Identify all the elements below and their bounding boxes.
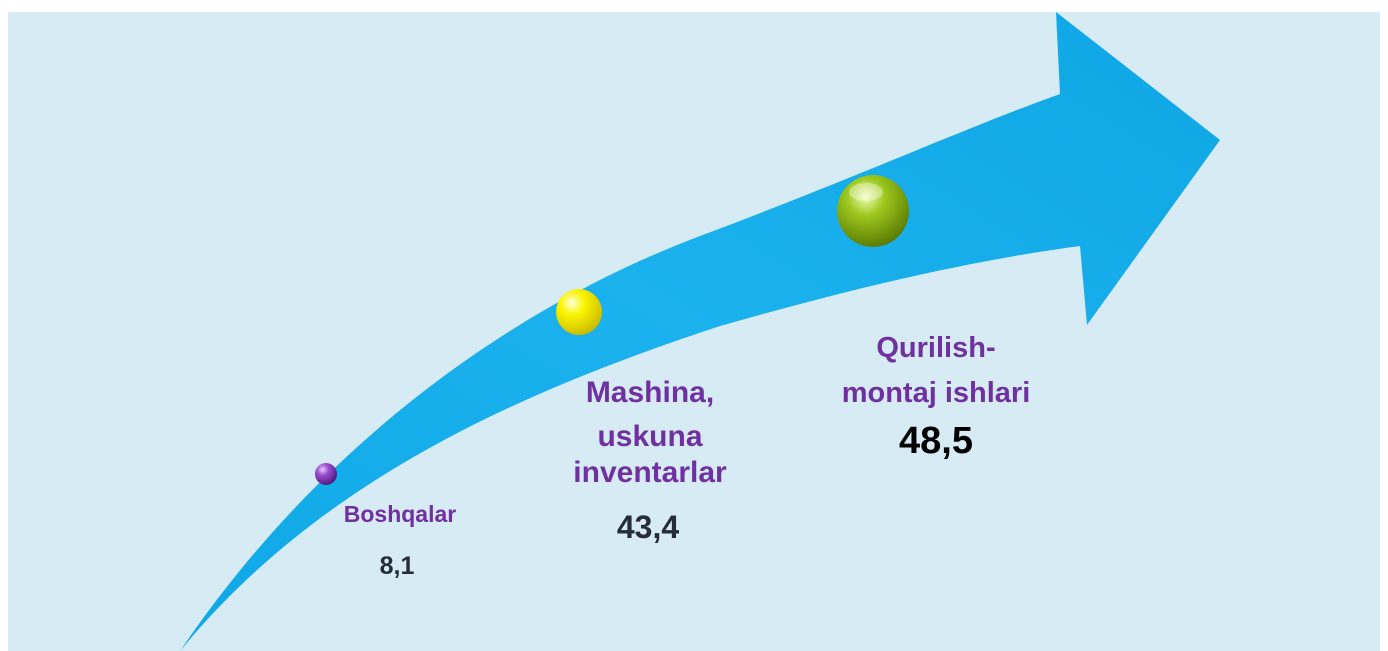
category-label-machinery-line-2: uskuna: [597, 420, 702, 453]
category-label-machinery-line-1: Mashina,: [586, 376, 714, 409]
category-label-machinery-line-3: inventarlar: [573, 456, 727, 489]
value-label-construction: 48,5: [899, 420, 973, 462]
green-ball-highlight: [849, 183, 883, 201]
purple-ball-icon: [315, 463, 337, 485]
green-ball-icon: [837, 175, 909, 247]
value-label-machinery: 43,4: [617, 509, 679, 545]
category-label-construction-line-2: montaj ishlari: [842, 377, 1031, 409]
category-label-construction-line-1: Qurilish-: [876, 332, 995, 364]
category-label-others: Boshqalar: [344, 501, 457, 527]
yellow-ball-icon: [556, 289, 602, 335]
curved-arrow-shape: [180, 12, 1220, 651]
value-label-others: 8,1: [380, 552, 415, 580]
